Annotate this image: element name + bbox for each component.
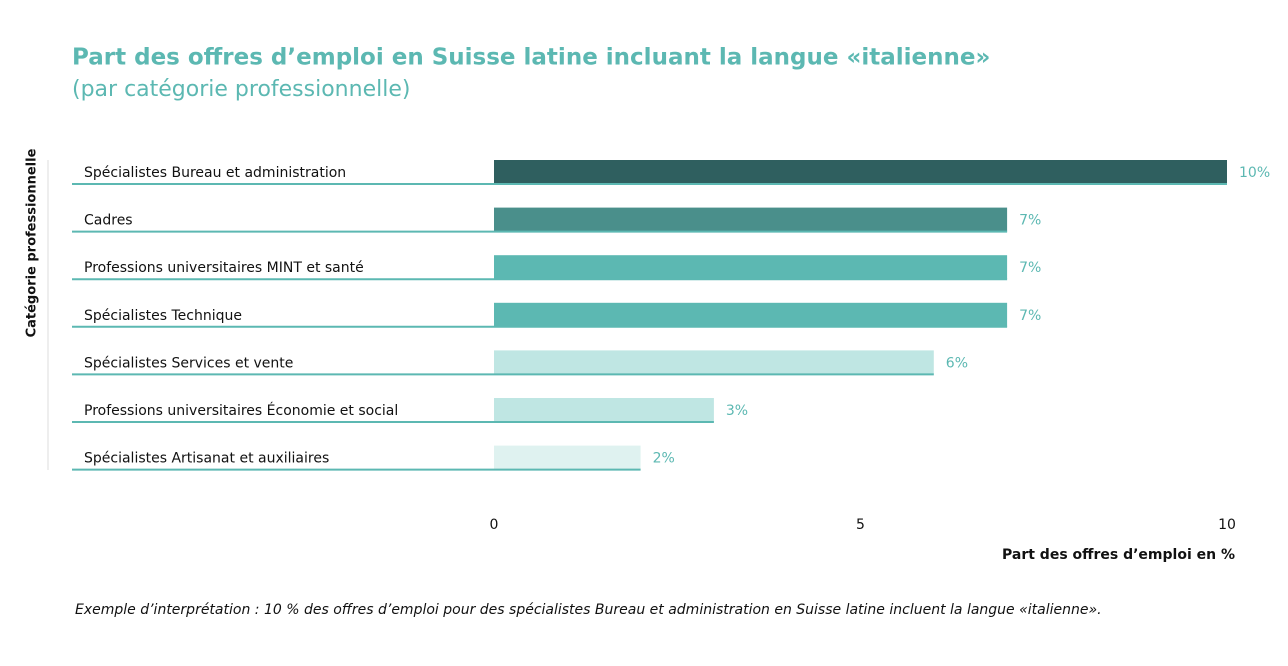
category-label: Spécialistes Artisanat et auxiliaires [84, 451, 329, 467]
value-label: 3% [726, 403, 748, 419]
value-label: 2% [653, 451, 675, 467]
x-tick-label: 5 [856, 517, 865, 533]
footnote: Exemple d’interprétation : 10 % des offr… [75, 602, 1102, 618]
category-label: Spécialistes Services et vente [84, 355, 293, 371]
category-label: Cadres [84, 213, 133, 229]
value-label: 10% [1239, 165, 1270, 181]
value-label: 7% [1019, 260, 1041, 276]
bar [494, 302, 1008, 327]
category-label: Spécialistes Technique [84, 308, 242, 324]
category-label: Spécialistes Bureau et administration [84, 165, 346, 181]
chart-subtitle: (par catégorie professionnelle) [72, 77, 410, 102]
value-label: 6% [946, 355, 968, 371]
bar [494, 160, 1227, 184]
y-axis-label: Catégorie professionnelle [25, 148, 40, 337]
bar [494, 398, 714, 422]
bar [494, 207, 1008, 232]
x-tick-label: 0 [490, 517, 499, 533]
value-label: 7% [1019, 213, 1041, 229]
x-tick-label: 10 [1218, 517, 1236, 533]
bar [494, 350, 934, 375]
bar [494, 255, 1008, 280]
category-label: Professions universitaires MINT et santé [84, 260, 364, 276]
value-label: 7% [1019, 308, 1041, 324]
chart-title: Part des offres d’emploi en Suisse latin… [72, 45, 990, 71]
bar [494, 445, 641, 470]
x-axis-label: Part des offres d’emploi en % [1002, 547, 1235, 563]
category-label: Professions universitaires Économie et s… [84, 402, 398, 419]
